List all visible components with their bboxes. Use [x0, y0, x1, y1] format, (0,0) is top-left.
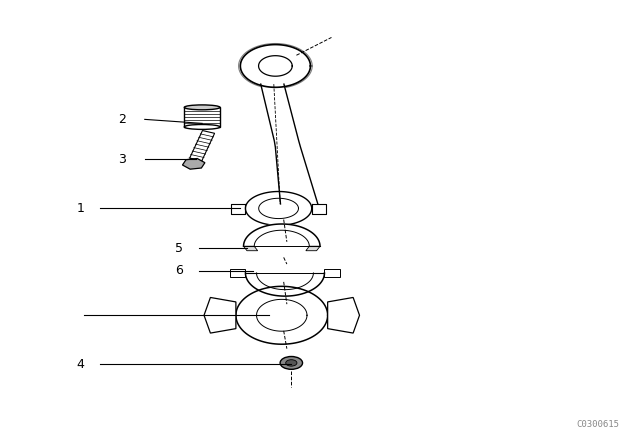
- Polygon shape: [204, 297, 236, 333]
- Ellipse shape: [184, 125, 220, 129]
- Text: 2: 2: [118, 113, 125, 126]
- Text: 5: 5: [175, 242, 183, 255]
- Text: 1: 1: [76, 202, 84, 215]
- Polygon shape: [232, 204, 246, 214]
- Polygon shape: [241, 45, 310, 87]
- Polygon shape: [246, 273, 324, 296]
- Polygon shape: [246, 191, 312, 225]
- Polygon shape: [312, 204, 326, 214]
- Polygon shape: [236, 286, 328, 344]
- Polygon shape: [259, 56, 292, 76]
- Text: 3: 3: [118, 153, 125, 166]
- Text: 4: 4: [76, 358, 84, 371]
- Text: C0300615: C0300615: [577, 420, 620, 429]
- Polygon shape: [230, 268, 246, 276]
- Polygon shape: [324, 268, 340, 276]
- Text: 6: 6: [175, 264, 183, 277]
- Polygon shape: [244, 224, 320, 246]
- Ellipse shape: [285, 360, 297, 366]
- Polygon shape: [184, 108, 220, 127]
- Ellipse shape: [184, 105, 220, 110]
- Polygon shape: [244, 246, 258, 251]
- Polygon shape: [182, 159, 205, 169]
- Polygon shape: [260, 84, 318, 204]
- Polygon shape: [306, 246, 320, 251]
- Polygon shape: [328, 297, 360, 333]
- Ellipse shape: [280, 357, 303, 369]
- Polygon shape: [189, 130, 214, 161]
